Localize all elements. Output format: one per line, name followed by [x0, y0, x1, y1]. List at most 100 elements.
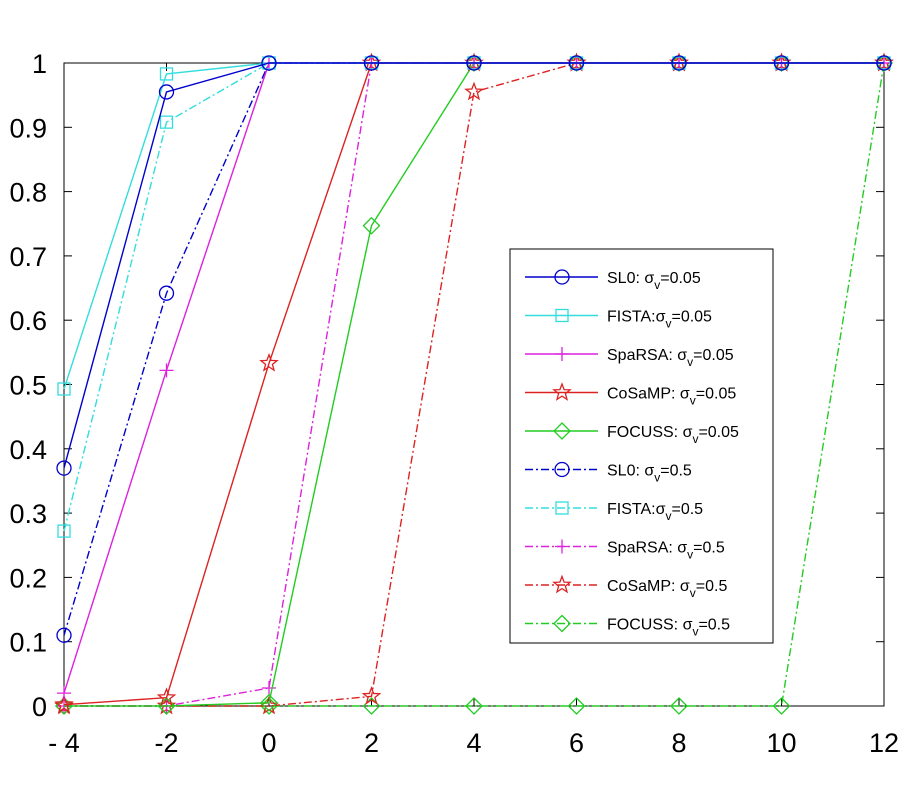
legend-label-tail: =0.05	[698, 424, 739, 441]
y-tick-label: 0.3	[9, 499, 47, 529]
legend-label-tail: =0.05	[696, 386, 737, 403]
legend-label-sub: v	[692, 432, 698, 446]
legend-label-main: FISTA:σ	[607, 501, 666, 518]
legend-label: SpaRSA: σv=0.05	[607, 347, 734, 369]
series-line	[64, 62, 885, 707]
legend-label-tail: =0.5	[660, 463, 692, 480]
y-tick-label: 0.9	[9, 113, 47, 143]
legend-label-sub: v	[690, 586, 696, 600]
legend-label-sub: v	[690, 394, 696, 408]
legend-marker-circle	[554, 461, 570, 478]
legend-marker-square	[555, 308, 569, 323]
data-point-plus	[159, 363, 174, 378]
legend-item: CoSaMP: σv=0.05	[525, 382, 736, 408]
legend-label-tail: =0.05	[671, 309, 712, 326]
y-tick-label: 0.6	[9, 306, 47, 336]
legend-label-main: FISTA:σ	[607, 309, 666, 326]
data-point-circle	[56, 460, 72, 476]
data-point-square	[159, 115, 174, 129]
legend-label-main: SL0: σ	[607, 463, 654, 480]
x-tick-label: -2	[154, 728, 178, 758]
x-tick-label: 8	[671, 728, 686, 758]
data-point-star	[361, 686, 382, 705]
legend-label-tail: =0.05	[660, 270, 701, 287]
legend-label-main: FOCUSS: σ	[607, 617, 693, 634]
legend-label-main: SpaRSA: σ	[607, 540, 687, 557]
legend-label: CoSaMP: σv=0.5	[607, 578, 727, 600]
data-point-star	[156, 687, 177, 707]
legend-item: CoSaMP: σv=0.5	[525, 574, 727, 600]
data-point-plus	[262, 680, 276, 695]
data-point-star	[464, 81, 484, 101]
x-tick-label: 4	[466, 728, 481, 758]
data-point-square	[57, 524, 71, 538]
legend-label-tail: =0.5	[698, 617, 730, 634]
legend-label-main: FOCUSS: σ	[607, 424, 693, 441]
legend-item: FOCUSS: σv=0.5	[525, 614, 730, 639]
data-point-diamond	[362, 216, 381, 235]
legend-label-sub: v	[665, 509, 671, 523]
data-point-diamond	[465, 697, 483, 715]
legend-label: SpaRSA: σv=0.5	[607, 540, 725, 562]
legend-label-tail: =0.05	[693, 347, 734, 364]
series-group	[54, 52, 894, 715]
data-point-circle	[466, 55, 482, 71]
legend-marker-plus	[555, 347, 569, 361]
y-tick-label: 1	[32, 49, 47, 79]
legend-marker-square	[555, 501, 569, 515]
legend-marker-diamond	[553, 422, 571, 440]
legend-marker-star	[552, 574, 572, 594]
legend-label: CoSaMP: σv=0.05	[607, 386, 736, 408]
legend-label-sub: v	[692, 625, 698, 639]
legend-label-sub: v	[665, 317, 671, 331]
x-tick-label: 12	[869, 728, 899, 758]
x-tick-label: 0	[261, 728, 276, 758]
series-line	[63, 62, 884, 469]
data-point-diamond	[260, 693, 278, 712]
x-tick-label: 2	[364, 728, 379, 758]
data-point-circle	[261, 55, 277, 71]
data-point-plus	[57, 686, 71, 701]
legend-item: FOCUSS: σv=0.05	[525, 422, 739, 446]
x-tick-label: 6	[569, 728, 584, 758]
legend-label: SL0: σv=0.5	[607, 463, 692, 485]
data-point-circle	[568, 55, 585, 71]
legend-item: SpaRSA: σv=0.05	[525, 347, 734, 369]
data-point-diamond	[567, 697, 586, 715]
legend-label-main: SpaRSA: σ	[607, 347, 687, 364]
legend-marker-diamond	[553, 614, 571, 633]
legend-item: FISTA:σv=0.5	[525, 501, 703, 523]
legend-marker-star	[552, 382, 572, 401]
y-tick-label: 0.7	[9, 242, 47, 272]
data-point-square	[159, 67, 174, 81]
data-point-circle	[56, 627, 72, 643]
legend-label-tail: =0.5	[696, 578, 728, 595]
legend-item: SpaRSA: σv=0.5	[525, 539, 725, 562]
y-tick-label: 0.8	[9, 178, 47, 208]
data-point-circle	[158, 84, 175, 100]
data-point-circle	[876, 55, 892, 71]
x-tick-label: - 4	[48, 728, 80, 758]
data-point-star	[259, 352, 279, 372]
data-point-circle	[773, 55, 790, 71]
legend-item: SL0: σv=0.05	[525, 269, 701, 292]
legend-label-main: SL0: σ	[607, 270, 654, 287]
legend-marker-circle	[554, 269, 570, 285]
data-point-diamond	[670, 697, 688, 715]
legend-label: SL0: σv=0.05	[607, 270, 701, 292]
data-point-diamond	[55, 697, 73, 715]
legend-marker-plus	[555, 539, 569, 554]
legend-label-main: CoSaMP: σ	[607, 386, 690, 403]
legend-label-sub: v	[654, 471, 660, 485]
legend-box	[509, 248, 774, 644]
legend-label-sub: v	[687, 355, 693, 369]
legend-item: FISTA:σv=0.05	[525, 309, 712, 331]
legend-item: SL0: σv=0.5	[525, 461, 692, 485]
data-point-star	[54, 694, 74, 714]
y-tick-label: 0.5	[9, 371, 47, 401]
legend-label: FOCUSS: σv=0.05	[607, 424, 739, 446]
legend-label-tail: =0.5	[671, 501, 703, 518]
y-tick-label: 0.2	[9, 563, 47, 593]
